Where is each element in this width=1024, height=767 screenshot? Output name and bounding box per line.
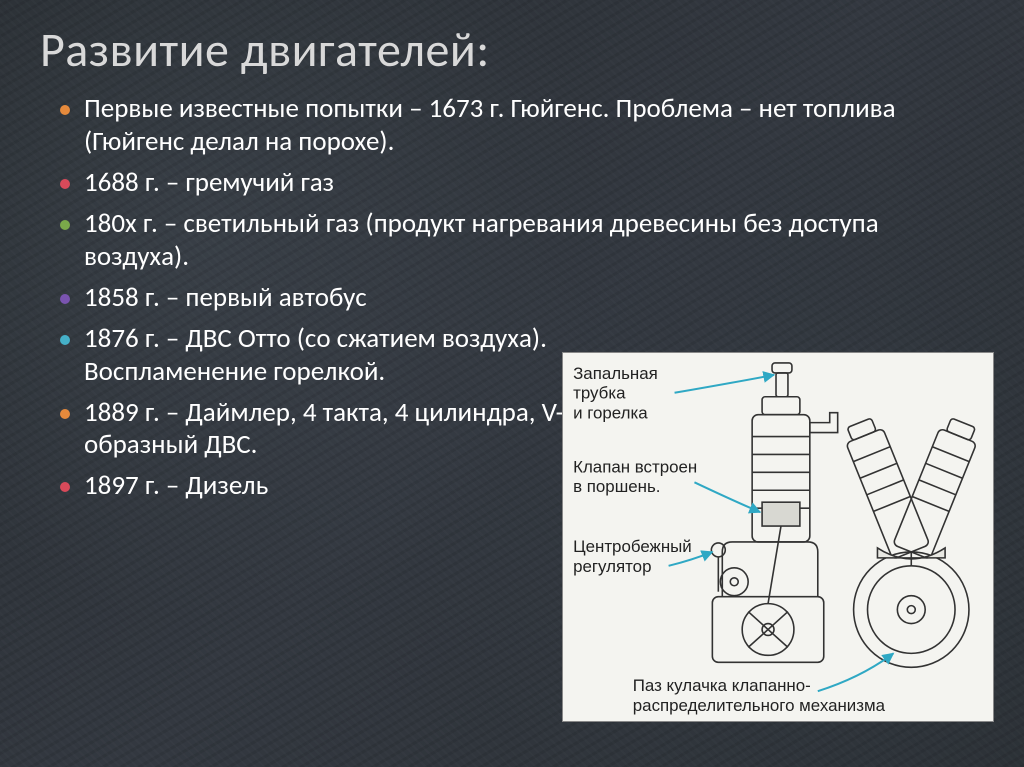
bullet-item: 180х г. – светильный газ (продукт нагрев… xyxy=(60,208,980,274)
label-valve-1: Клапан встроен xyxy=(573,457,697,476)
bullet-item: 1897 г. – Дизель xyxy=(60,470,580,503)
engine-diagram: Запальная трубка и горелка Клапан встрое… xyxy=(562,352,994,722)
label-camslot-1: Паз кулачка клапанно- xyxy=(633,676,811,695)
bullet-item: 1858 г. – первый автобус xyxy=(60,282,980,315)
bullet-item: 1688 г. – гремучий газ xyxy=(60,167,980,200)
label-ignition-tube-1: Запальная xyxy=(573,364,658,383)
bullet-item: 1889 г. – Даймлер, 4 такта, 4 цилиндра, … xyxy=(60,397,580,463)
bullet-item: 1876 г. – ДВС Отто (со сжатием воздуха).… xyxy=(60,323,580,389)
label-governor-1: Центробежный xyxy=(573,537,692,556)
page-title: Развитие двигателей: xyxy=(40,20,984,79)
label-ignition-tube-3: и горелка xyxy=(573,404,648,423)
label-ignition-tube-2: трубка xyxy=(573,384,626,403)
engine-side-view xyxy=(711,363,837,662)
label-governor-2: регулятор xyxy=(573,557,651,576)
bullet-item: Первые известные попытки – 1673 г. Гюйге… xyxy=(60,93,980,159)
label-valve-2: в поршень. xyxy=(573,477,660,496)
engine-front-view xyxy=(841,415,982,667)
label-camslot-2: распределительного механизма xyxy=(633,696,886,715)
